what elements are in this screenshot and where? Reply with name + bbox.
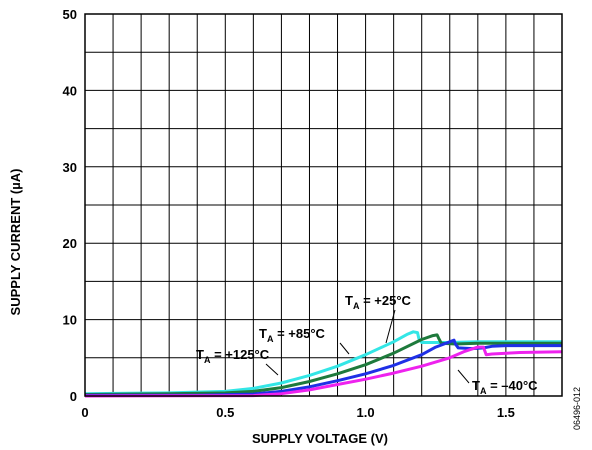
leader-minus40c bbox=[457, 369, 470, 384]
y-tick-label: 10 bbox=[63, 313, 77, 328]
annotation-125c-rest: = +125°C bbox=[210, 347, 269, 362]
figure-id: 06496-012 bbox=[572, 387, 582, 430]
annotation-minus40c-rest: = –40°C bbox=[486, 378, 538, 393]
annotation-85c-rest: = +85°C bbox=[273, 326, 325, 341]
annotation-125c: TA = +125°C bbox=[196, 347, 270, 365]
series-line-minus40c bbox=[84, 345, 563, 398]
annotation-minus40c: TA = –40°C bbox=[472, 378, 538, 396]
annotation-85c-main: T bbox=[259, 326, 267, 341]
grid-lines bbox=[85, 14, 562, 396]
y-tick-label: 50 bbox=[63, 7, 77, 22]
annotation-125c-sub: A bbox=[204, 355, 211, 365]
y-tick-label: 0 bbox=[70, 389, 77, 404]
annotation-85c-sub: A bbox=[267, 334, 274, 344]
y-tick-label: 30 bbox=[63, 160, 77, 175]
annotation-25c: TA = +25°C bbox=[345, 293, 412, 311]
leader-25c bbox=[385, 309, 396, 344]
x-tick-label: 0.5 bbox=[216, 405, 234, 420]
y-tick-labels: 0 10 20 30 40 50 bbox=[63, 7, 77, 404]
y-tick-label: 40 bbox=[63, 83, 77, 98]
y-axis-label: SUPPLY CURRENT (µA) bbox=[8, 169, 23, 316]
leader-125c bbox=[265, 363, 279, 376]
series-line-25c bbox=[85, 338, 562, 397]
annotation-minus40c-main: T bbox=[472, 378, 480, 393]
annotation-25c-rest: = +25°C bbox=[359, 293, 411, 308]
x-tick-label: 1.0 bbox=[357, 405, 375, 420]
series-line-85c bbox=[84, 333, 562, 396]
annotation-25c-main: T bbox=[345, 293, 353, 308]
plot-frame bbox=[84, 13, 563, 397]
annotation-125c-main: T bbox=[196, 347, 204, 362]
x-tick-label: 0 bbox=[81, 405, 88, 420]
leader-85c bbox=[339, 342, 350, 355]
x-tick-labels: 0 0.5 1.0 1.5 bbox=[81, 405, 515, 420]
annotation-minus40c-sub: A bbox=[480, 386, 487, 396]
x-axis-label: SUPPLY VOLTAGE (V) bbox=[252, 431, 388, 446]
series-lines bbox=[84, 330, 563, 398]
annotation-85c: TA = +85°C bbox=[259, 326, 326, 344]
x-tick-label: 1.5 bbox=[497, 405, 515, 420]
annotation-25c-sub: A bbox=[353, 301, 360, 311]
y-tick-label: 20 bbox=[63, 236, 77, 251]
